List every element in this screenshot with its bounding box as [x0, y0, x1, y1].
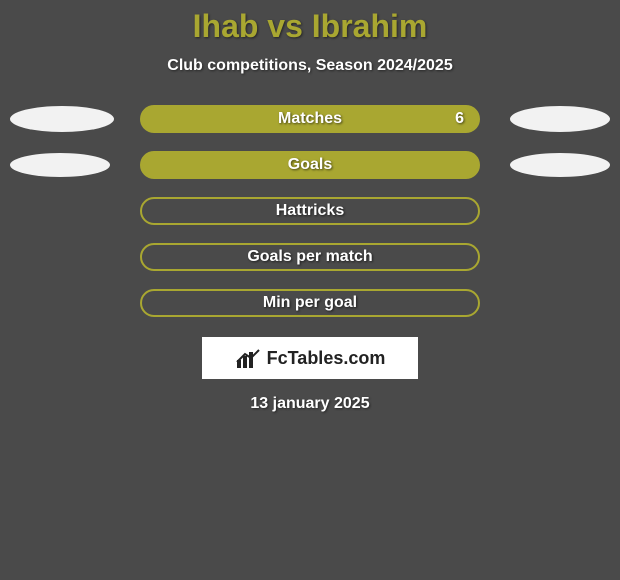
- stat-row: Goals: [0, 151, 620, 179]
- left-ellipse: [10, 153, 110, 177]
- stat-row: Matches 6: [0, 105, 620, 133]
- stat-label: Goals: [288, 156, 332, 174]
- stat-pill: Goals: [140, 151, 480, 179]
- stat-label: Goals per match: [247, 248, 372, 266]
- stat-row: Hattricks: [0, 197, 620, 225]
- chart-icon: [235, 348, 261, 368]
- stat-row: Goals per match: [0, 243, 620, 271]
- right-ellipse: [510, 153, 610, 177]
- left-ellipse: [10, 106, 114, 132]
- logo-box: FcTables.com: [202, 337, 418, 379]
- stat-rows: Matches 6 Goals Hattricks Goals per match Min…: [0, 105, 620, 317]
- logo-text: FcTables.com: [267, 348, 386, 369]
- stat-label: Min per goal: [263, 294, 357, 312]
- stat-pill: Goals per match: [140, 243, 480, 271]
- page-title: Ihab vs Ibrahim: [0, 0, 620, 45]
- stat-pill: Matches 6: [140, 105, 480, 133]
- right-ellipse: [510, 106, 610, 132]
- stat-value-right: 6: [455, 110, 464, 128]
- stat-row: Min per goal: [0, 289, 620, 317]
- comparison-card: Ihab vs Ibrahim Club competitions, Seaso…: [0, 0, 620, 580]
- stat-label: Hattricks: [276, 202, 344, 220]
- stat-label: Matches: [278, 110, 342, 128]
- date-label: 13 january 2025: [0, 395, 620, 413]
- stat-pill: Hattricks: [140, 197, 480, 225]
- stat-pill: Min per goal: [140, 289, 480, 317]
- subtitle: Club competitions, Season 2024/2025: [0, 57, 620, 75]
